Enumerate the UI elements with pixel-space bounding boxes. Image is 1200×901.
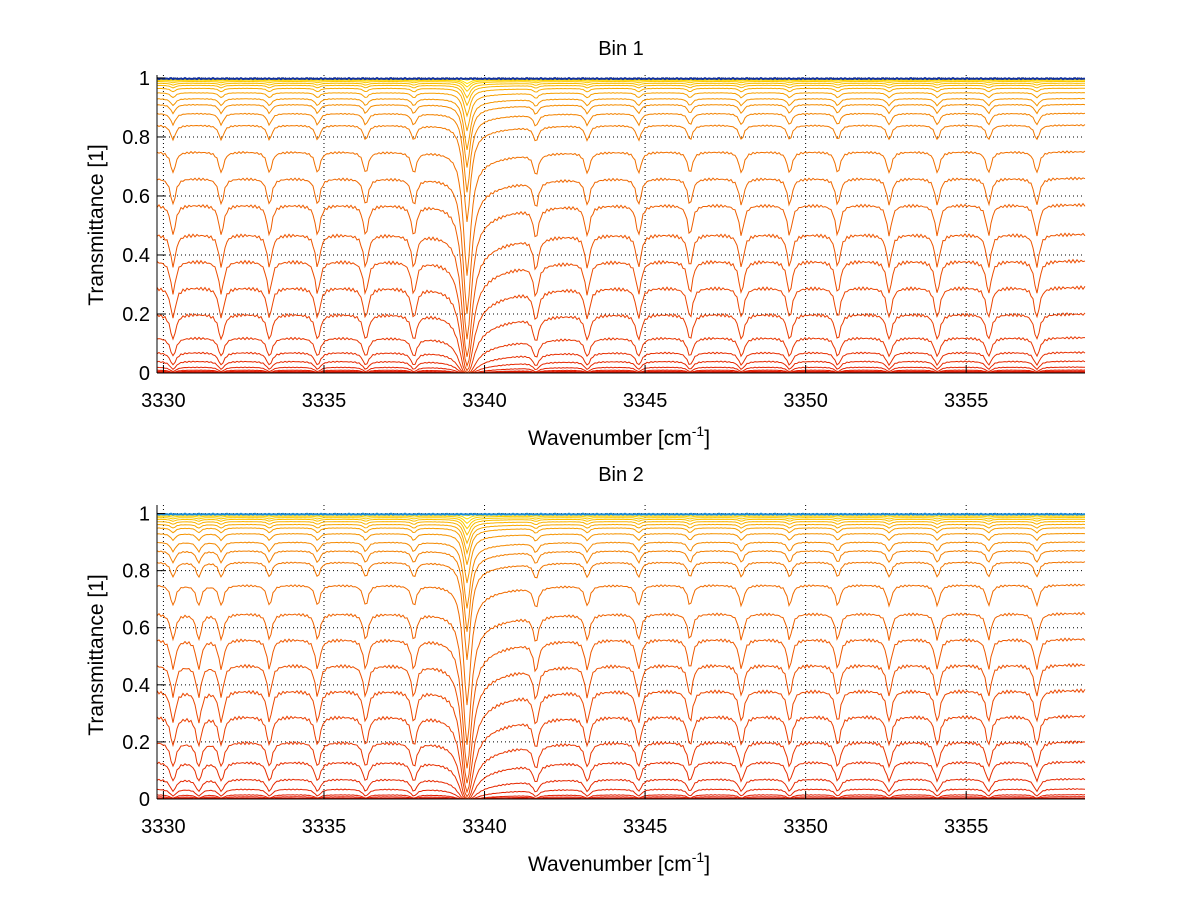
- series-line: [156, 202, 1086, 340]
- series-line: [156, 541, 1086, 609]
- x-tick-label: 3335: [302, 816, 347, 838]
- x-tick-label: 3330: [141, 390, 186, 412]
- series-line: [156, 523, 1086, 555]
- series-line: [156, 714, 1086, 798]
- y-tick-label: 1: [139, 68, 150, 90]
- series-line: [156, 84, 1086, 107]
- series-line: [156, 124, 1086, 223]
- series-line: [156, 87, 1086, 118]
- series-line: [156, 527, 1086, 565]
- series-line: [156, 312, 1086, 373]
- series-line: [156, 740, 1086, 799]
- y-tick-label: 0.8: [122, 561, 150, 583]
- series-line: [157, 515, 1086, 524]
- series-line: [156, 760, 1086, 800]
- series-line: [156, 637, 1086, 769]
- x-axis-label-end: ]: [704, 427, 710, 450]
- series-line: [156, 788, 1086, 800]
- x-tick-label: 3345: [623, 816, 668, 838]
- x-tick-label: 3345: [623, 390, 668, 412]
- x-axis-label-end: ]: [704, 853, 710, 876]
- series-line: [156, 97, 1086, 150]
- series-line: [157, 371, 1085, 374]
- series-line: [156, 232, 1086, 357]
- y-tick-label: 0.6: [122, 186, 150, 208]
- series-line: [156, 611, 1086, 745]
- series-line: [157, 520, 1086, 545]
- y-axis-label: Transmittance [1]: [85, 144, 108, 305]
- y-axis-label: Transmittance [1]: [85, 574, 108, 735]
- series-line: [156, 518, 1086, 536]
- series-line: [156, 285, 1086, 372]
- series-line: [156, 561, 1086, 660]
- x-tick-label: 3350: [783, 390, 828, 412]
- y-tick-label: 0: [139, 363, 150, 385]
- series-line: [156, 258, 1086, 368]
- panel-bin-1: Bin 1 Transmittance [1] Wavenumber [cm-1…: [85, 38, 1086, 450]
- series-line: [156, 176, 1086, 314]
- y-tick-label: 0.4: [122, 245, 150, 267]
- series-line: [156, 103, 1086, 168]
- series-line: [156, 335, 1085, 374]
- x-tick-label: 3350: [783, 816, 828, 838]
- series-line: [156, 688, 1086, 794]
- series-line: [156, 549, 1086, 632]
- x-axis-label-text: Wavenumber [cm: [528, 853, 692, 876]
- series-line: [156, 79, 1086, 88]
- x-tick-label: 3340: [462, 390, 507, 412]
- series-line: [156, 777, 1086, 800]
- y-tick-label: 0.2: [122, 304, 150, 326]
- x-tick-label: 3335: [302, 390, 347, 412]
- y-tick-label: 0.8: [122, 127, 150, 149]
- panel-title: Bin 1: [598, 38, 644, 60]
- series-line-top: [156, 76, 1086, 81]
- series-line: [156, 532, 1086, 584]
- series-line: [156, 516, 1086, 530]
- series-line: [156, 150, 1086, 276]
- y-tick-label: 0.4: [122, 675, 150, 697]
- series-line: [157, 514, 1085, 520]
- series-line: [156, 370, 1086, 374]
- series-line: [157, 80, 1085, 93]
- x-tick-label: 3355: [944, 390, 989, 412]
- series-line: [156, 369, 1086, 374]
- panel-title: Bin 2: [598, 464, 644, 486]
- series-line: [156, 583, 1086, 706]
- panel-bin-2: Bin 2 Transmittance [1] Wavenumber [cm-1…: [85, 464, 1086, 876]
- x-tick-label: 3355: [944, 816, 989, 838]
- x-tick-label: 3340: [462, 816, 507, 838]
- series-line: [156, 366, 1085, 374]
- series-line: [156, 112, 1086, 193]
- series-line-top: [156, 512, 1086, 516]
- series-line: [156, 360, 1086, 374]
- y-tick-label: 0.2: [122, 732, 150, 754]
- y-tick-label: 1: [139, 504, 150, 526]
- series-line: [156, 82, 1086, 99]
- series-line: [157, 797, 1086, 800]
- x-axis-label-text: Wavenumber [cm: [528, 427, 692, 450]
- series-line: [156, 796, 1086, 800]
- series-line: [156, 91, 1086, 132]
- y-tick-label: 0.6: [122, 618, 150, 640]
- x-axis-label: Wavenumber [cm-1]: [528, 849, 710, 876]
- x-tick-label: 3330: [141, 816, 186, 838]
- x-axis-label-superscript: -1: [692, 423, 705, 439]
- x-axis-label: Wavenumber [cm-1]: [528, 423, 710, 450]
- series-line: [156, 793, 1086, 800]
- series-line: [156, 351, 1086, 374]
- y-tick-label: 0: [139, 789, 150, 811]
- x-axis-label-superscript: -1: [692, 849, 705, 865]
- series-line: [156, 662, 1086, 784]
